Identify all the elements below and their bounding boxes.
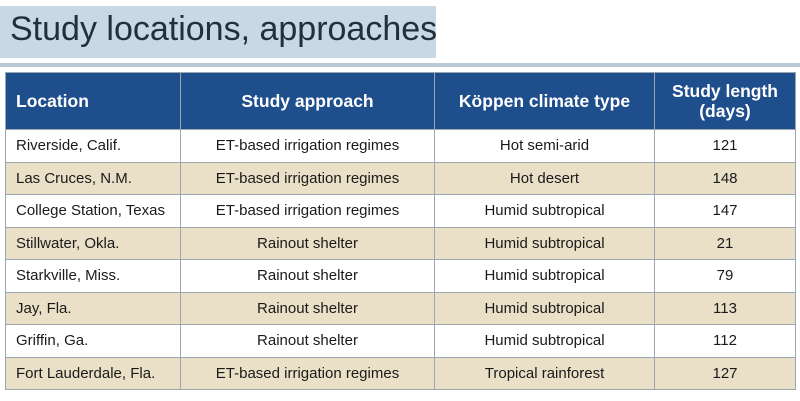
cell-climate: Humid subtropical	[434, 259, 655, 293]
cell-length: 148	[654, 161, 796, 195]
cell-length: 127	[654, 356, 796, 390]
cell-approach: Rainout shelter	[180, 291, 435, 325]
table-row: College Station, Texas ET-based irrigati…	[5, 194, 796, 228]
header-location: Location	[5, 72, 181, 130]
cell-approach: ET-based irrigation regimes	[180, 356, 435, 390]
cell-location: Las Cruces, N.M.	[5, 161, 181, 195]
table-row: Fort Lauderdale, Fla. ET-based irrigatio…	[5, 356, 796, 390]
table-row: Griffin, Ga. Rainout shelter Humid subtr…	[5, 324, 796, 358]
cell-approach: ET-based irrigation regimes	[180, 129, 435, 163]
cell-length: 79	[654, 259, 796, 293]
cell-length: 112	[654, 324, 796, 358]
header-study-approach: Study approach	[180, 72, 435, 130]
cell-climate: Humid subtropical	[434, 226, 655, 260]
cell-location: Stillwater, Okla.	[5, 226, 181, 260]
title-divider	[0, 63, 800, 67]
cell-approach: Rainout shelter	[180, 324, 435, 358]
header-climate-type: Köppen climate type	[434, 72, 655, 130]
header-study-length: Study length (days)	[654, 72, 796, 130]
cell-length: 21	[654, 226, 796, 260]
table-row: Starkville, Miss. Rainout shelter Humid …	[5, 259, 796, 293]
cell-length: 147	[654, 194, 796, 228]
table-row: Jay, Fla. Rainout shelter Humid subtropi…	[5, 291, 796, 325]
cell-approach: ET-based irrigation regimes	[180, 161, 435, 195]
cell-climate: Humid subtropical	[434, 324, 655, 358]
study-table: Location Study approach Köppen climate t…	[5, 72, 796, 390]
cell-approach: Rainout shelter	[180, 259, 435, 293]
header-row: Location Study approach Köppen climate t…	[5, 72, 796, 130]
cell-climate: Hot desert	[434, 161, 655, 195]
table-row: Stillwater, Okla. Rainout shelter Humid …	[5, 226, 796, 260]
cell-approach: Rainout shelter	[180, 226, 435, 260]
cell-climate: Tropical rainforest	[434, 356, 655, 390]
page-title: Study locations, approaches	[10, 10, 438, 48]
cell-climate: Humid subtropical	[434, 291, 655, 325]
table-row: Riverside, Calif. ET-based irrigation re…	[5, 129, 796, 163]
cell-length: 121	[654, 129, 796, 163]
cell-length: 113	[654, 291, 796, 325]
cell-location: Starkville, Miss.	[5, 259, 181, 293]
table-row: Las Cruces, N.M. ET-based irrigation reg…	[5, 161, 796, 195]
header-study-length-line1: Study length	[672, 81, 778, 101]
cell-climate: Humid subtropical	[434, 194, 655, 228]
cell-approach: ET-based irrigation regimes	[180, 194, 435, 228]
cell-location: Riverside, Calif.	[5, 129, 181, 163]
cell-climate: Hot semi-arid	[434, 129, 655, 163]
cell-location: Jay, Fla.	[5, 291, 181, 325]
cell-location: Griffin, Ga.	[5, 324, 181, 358]
title-banner: Study locations, approaches	[0, 6, 438, 58]
header-study-length-line2: (days)	[699, 101, 751, 121]
cell-location: College Station, Texas	[5, 194, 181, 228]
cell-location: Fort Lauderdale, Fla.	[5, 356, 181, 390]
